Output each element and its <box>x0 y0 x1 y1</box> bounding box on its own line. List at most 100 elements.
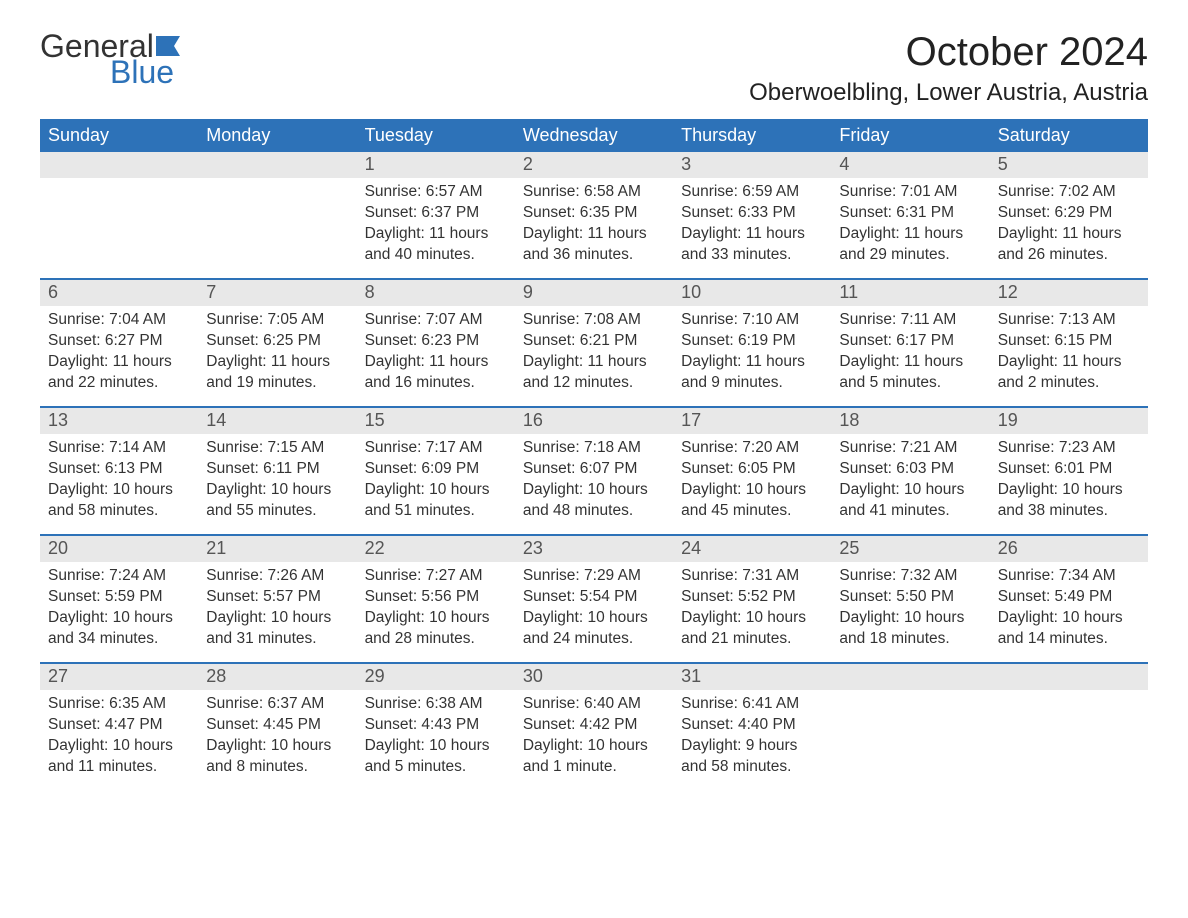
day-cell: 10Sunrise: 7:10 AMSunset: 6:19 PMDayligh… <box>673 280 831 406</box>
day-number: 19 <box>990 408 1148 434</box>
sunset-text: Sunset: 6:35 PM <box>523 203 665 224</box>
day-cell <box>990 664 1148 790</box>
day-cell: 29Sunrise: 6:38 AMSunset: 4:43 PMDayligh… <box>357 664 515 790</box>
day-number: 2 <box>515 152 673 178</box>
day-body <box>990 690 1148 694</box>
sunset-text: Sunset: 6:27 PM <box>48 331 190 352</box>
day-number: 20 <box>40 536 198 562</box>
week-row: 27Sunrise: 6:35 AMSunset: 4:47 PMDayligh… <box>40 662 1148 790</box>
sunset-text: Sunset: 6:19 PM <box>681 331 823 352</box>
sunset-text: Sunset: 6:09 PM <box>365 459 507 480</box>
day-number: 16 <box>515 408 673 434</box>
sunset-text: Sunset: 6:31 PM <box>839 203 981 224</box>
daylight-text: Daylight: 9 hours and 58 minutes. <box>681 736 823 778</box>
sunset-text: Sunset: 5:59 PM <box>48 587 190 608</box>
day-cell: 27Sunrise: 6:35 AMSunset: 4:47 PMDayligh… <box>40 664 198 790</box>
day-cell: 31Sunrise: 6:41 AMSunset: 4:40 PMDayligh… <box>673 664 831 790</box>
day-body: Sunrise: 6:57 AMSunset: 6:37 PMDaylight:… <box>357 178 515 266</box>
sunrise-text: Sunrise: 7:21 AM <box>839 438 981 459</box>
daylight-text: Daylight: 10 hours and 5 minutes. <box>365 736 507 778</box>
day-number: 8 <box>357 280 515 306</box>
daylight-text: Daylight: 11 hours and 2 minutes. <box>998 352 1140 394</box>
daylight-text: Daylight: 10 hours and 24 minutes. <box>523 608 665 650</box>
sunrise-text: Sunrise: 7:01 AM <box>839 182 981 203</box>
day-number <box>198 152 356 178</box>
calendar: SundayMondayTuesdayWednesdayThursdayFrid… <box>40 119 1148 790</box>
day-number: 24 <box>673 536 831 562</box>
weekday-header: Monday <box>198 119 356 152</box>
day-cell: 7Sunrise: 7:05 AMSunset: 6:25 PMDaylight… <box>198 280 356 406</box>
weekday-header: Wednesday <box>515 119 673 152</box>
week-row: 1Sunrise: 6:57 AMSunset: 6:37 PMDaylight… <box>40 152 1148 278</box>
day-number: 22 <box>357 536 515 562</box>
daylight-text: Daylight: 10 hours and 34 minutes. <box>48 608 190 650</box>
day-number: 3 <box>673 152 831 178</box>
day-number: 4 <box>831 152 989 178</box>
day-body: Sunrise: 6:58 AMSunset: 6:35 PMDaylight:… <box>515 178 673 266</box>
day-cell: 2Sunrise: 6:58 AMSunset: 6:35 PMDaylight… <box>515 152 673 278</box>
daylight-text: Daylight: 10 hours and 14 minutes. <box>998 608 1140 650</box>
daylight-text: Daylight: 11 hours and 19 minutes. <box>206 352 348 394</box>
day-number: 29 <box>357 664 515 690</box>
sunrise-text: Sunrise: 7:34 AM <box>998 566 1140 587</box>
day-body: Sunrise: 6:41 AMSunset: 4:40 PMDaylight:… <box>673 690 831 778</box>
sunset-text: Sunset: 5:50 PM <box>839 587 981 608</box>
day-body: Sunrise: 6:37 AMSunset: 4:45 PMDaylight:… <box>198 690 356 778</box>
daylight-text: Daylight: 10 hours and 48 minutes. <box>523 480 665 522</box>
day-body: Sunrise: 7:14 AMSunset: 6:13 PMDaylight:… <box>40 434 198 522</box>
sunrise-text: Sunrise: 7:14 AM <box>48 438 190 459</box>
day-cell: 30Sunrise: 6:40 AMSunset: 4:42 PMDayligh… <box>515 664 673 790</box>
sunset-text: Sunset: 6:11 PM <box>206 459 348 480</box>
day-body: Sunrise: 7:07 AMSunset: 6:23 PMDaylight:… <box>357 306 515 394</box>
sunrise-text: Sunrise: 7:23 AM <box>998 438 1140 459</box>
weeks-container: 1Sunrise: 6:57 AMSunset: 6:37 PMDaylight… <box>40 152 1148 790</box>
daylight-text: Daylight: 11 hours and 36 minutes. <box>523 224 665 266</box>
sunrise-text: Sunrise: 6:59 AM <box>681 182 823 203</box>
day-body: Sunrise: 7:02 AMSunset: 6:29 PMDaylight:… <box>990 178 1148 266</box>
day-body: Sunrise: 7:32 AMSunset: 5:50 PMDaylight:… <box>831 562 989 650</box>
day-body: Sunrise: 7:18 AMSunset: 6:07 PMDaylight:… <box>515 434 673 522</box>
day-body <box>40 178 198 182</box>
daylight-text: Daylight: 11 hours and 26 minutes. <box>998 224 1140 266</box>
sunrise-text: Sunrise: 7:07 AM <box>365 310 507 331</box>
day-cell: 14Sunrise: 7:15 AMSunset: 6:11 PMDayligh… <box>198 408 356 534</box>
sunrise-text: Sunrise: 7:11 AM <box>839 310 981 331</box>
sunrise-text: Sunrise: 6:40 AM <box>523 694 665 715</box>
daylight-text: Daylight: 10 hours and 51 minutes. <box>365 480 507 522</box>
weekday-header: Thursday <box>673 119 831 152</box>
flag-icon <box>156 36 180 56</box>
day-number <box>831 664 989 690</box>
day-number: 30 <box>515 664 673 690</box>
sunrise-text: Sunrise: 7:10 AM <box>681 310 823 331</box>
day-number: 11 <box>831 280 989 306</box>
day-body: Sunrise: 7:26 AMSunset: 5:57 PMDaylight:… <box>198 562 356 650</box>
day-number: 25 <box>831 536 989 562</box>
day-cell: 26Sunrise: 7:34 AMSunset: 5:49 PMDayligh… <box>990 536 1148 662</box>
sunset-text: Sunset: 4:42 PM <box>523 715 665 736</box>
sunset-text: Sunset: 6:17 PM <box>839 331 981 352</box>
sunrise-text: Sunrise: 7:13 AM <box>998 310 1140 331</box>
day-number: 6 <box>40 280 198 306</box>
day-body: Sunrise: 7:10 AMSunset: 6:19 PMDaylight:… <box>673 306 831 394</box>
day-cell <box>198 152 356 278</box>
day-cell: 25Sunrise: 7:32 AMSunset: 5:50 PMDayligh… <box>831 536 989 662</box>
weekday-header: Saturday <box>990 119 1148 152</box>
day-body: Sunrise: 7:27 AMSunset: 5:56 PMDaylight:… <box>357 562 515 650</box>
day-number: 23 <box>515 536 673 562</box>
daylight-text: Daylight: 11 hours and 33 minutes. <box>681 224 823 266</box>
sunrise-text: Sunrise: 7:29 AM <box>523 566 665 587</box>
daylight-text: Daylight: 11 hours and 5 minutes. <box>839 352 981 394</box>
day-cell <box>831 664 989 790</box>
day-body: Sunrise: 7:08 AMSunset: 6:21 PMDaylight:… <box>515 306 673 394</box>
sunrise-text: Sunrise: 7:17 AM <box>365 438 507 459</box>
sunset-text: Sunset: 6:25 PM <box>206 331 348 352</box>
day-body: Sunrise: 7:20 AMSunset: 6:05 PMDaylight:… <box>673 434 831 522</box>
sunrise-text: Sunrise: 6:37 AM <box>206 694 348 715</box>
daylight-text: Daylight: 11 hours and 16 minutes. <box>365 352 507 394</box>
sunset-text: Sunset: 6:05 PM <box>681 459 823 480</box>
day-cell: 8Sunrise: 7:07 AMSunset: 6:23 PMDaylight… <box>357 280 515 406</box>
day-number: 28 <box>198 664 356 690</box>
day-body: Sunrise: 6:59 AMSunset: 6:33 PMDaylight:… <box>673 178 831 266</box>
sunrise-text: Sunrise: 7:15 AM <box>206 438 348 459</box>
weekday-header: Friday <box>831 119 989 152</box>
